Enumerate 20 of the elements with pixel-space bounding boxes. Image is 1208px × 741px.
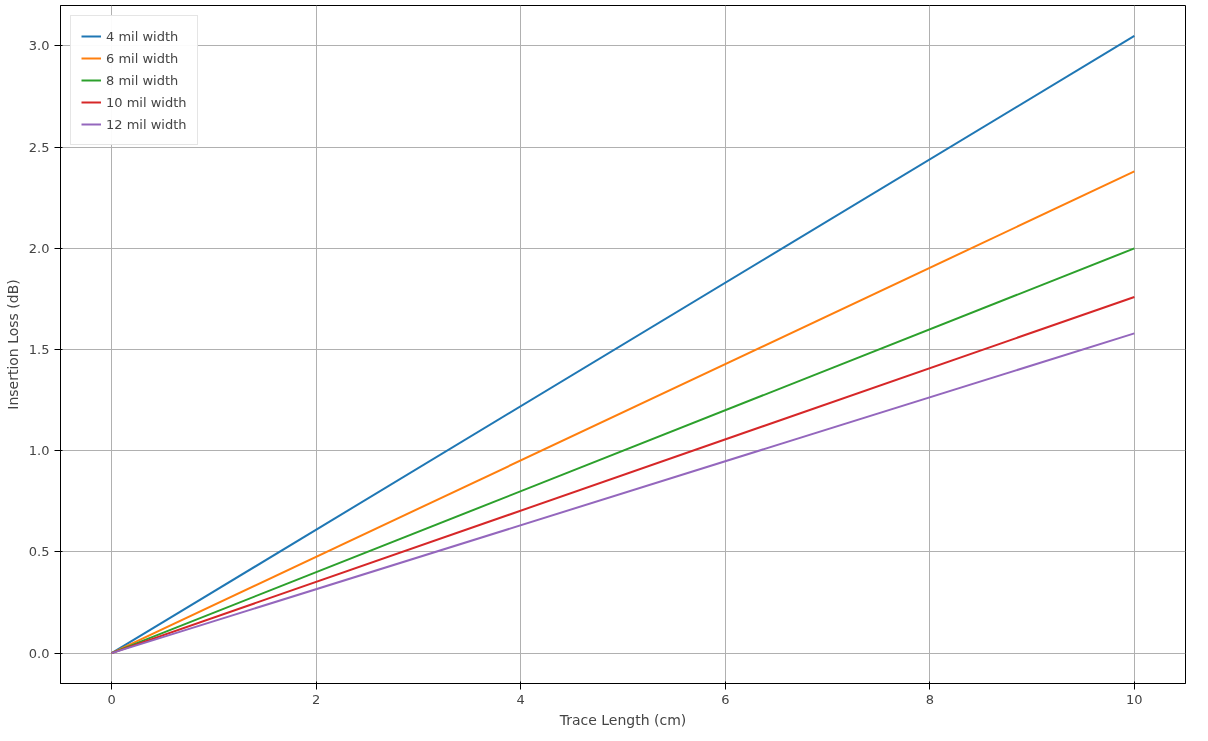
y-tick-label: 2.5 xyxy=(28,139,50,155)
legend-label: 12 mil width xyxy=(106,116,187,132)
x-axis-title: Trace Length (cm) xyxy=(558,711,687,728)
y-tick-label: 0.0 xyxy=(28,645,50,661)
y-tick-label: 1.5 xyxy=(28,342,50,358)
y-axis-title: Insertion Loss (dB) xyxy=(4,279,21,410)
x-tick-label: 6 xyxy=(721,691,730,707)
y-tick-label: 0.5 xyxy=(28,544,50,560)
legend-label: 8 mil width xyxy=(106,72,179,88)
y-tick-label: 3.0 xyxy=(28,38,50,54)
x-tick-label: 2 xyxy=(312,691,321,707)
x-tick-label: 8 xyxy=(925,691,934,707)
y-tick-label: 1.0 xyxy=(28,443,50,459)
y-tick-label: 2.0 xyxy=(28,240,50,256)
legend-label: 4 mil width xyxy=(106,28,179,44)
legend-label: 6 mil width xyxy=(106,50,179,66)
x-tick-label: 10 xyxy=(1126,691,1143,707)
legend-label: 10 mil width xyxy=(106,94,187,110)
x-tick-label: 4 xyxy=(516,691,525,707)
x-tick-label: 0 xyxy=(107,691,116,707)
